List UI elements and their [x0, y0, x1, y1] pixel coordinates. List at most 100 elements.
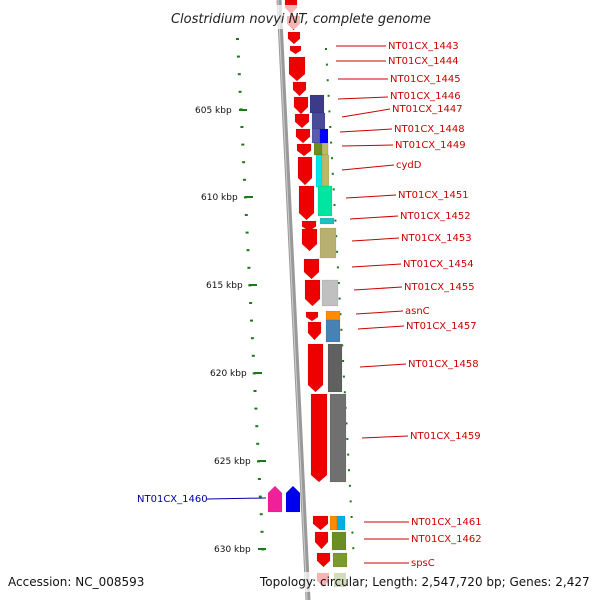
- scale-dot-right: [346, 438, 349, 440]
- scale-major-tick: [245, 196, 253, 198]
- gene-arrow[interactable]: [289, 45, 302, 55]
- scale-dot-right: [340, 328, 343, 331]
- gene-label-nt01cx-1451[interactable]: NT01CX_1451: [398, 190, 469, 201]
- cds-block[interactable]: [327, 343, 343, 393]
- gene-label-nt01cx-1447[interactable]: NT01CX_1447: [392, 104, 463, 115]
- cds-block[interactable]: [331, 531, 347, 551]
- cds-block[interactable]: [332, 552, 348, 568]
- scale-dot: [241, 143, 245, 146]
- gene-label-nt01cx-1444[interactable]: NT01CX_1444: [388, 56, 459, 67]
- cds-block[interactable]: [336, 515, 346, 531]
- gene-arrow[interactable]: [288, 56, 306, 82]
- cds-block[interactable]: [309, 94, 325, 114]
- gene-label-nt01cx-1461[interactable]: NT01CX_1461: [411, 517, 482, 528]
- cds-block[interactable]: [321, 142, 329, 156]
- gene-label-asnc[interactable]: asnC: [405, 306, 430, 317]
- gene-arrow[interactable]: [285, 485, 301, 513]
- scale-dot-right: [336, 266, 339, 269]
- cds-block[interactable]: [317, 185, 333, 217]
- gene-arrow[interactable]: [267, 485, 283, 513]
- gene-label-nt01cx-1458[interactable]: NT01CX_1458: [408, 359, 479, 370]
- gene-arrow[interactable]: [312, 515, 329, 531]
- scale-dot-right: [336, 250, 339, 253]
- gene-arrow[interactable]: [298, 185, 315, 221]
- scale-labels: 605 kbp 610 kbp 615 kbp 620 kbp 625 kbp …: [195, 106, 251, 555]
- cds-block[interactable]: [311, 128, 321, 144]
- scale-dot-right: [352, 547, 355, 550]
- gene-arrow[interactable]: [307, 343, 324, 393]
- gene-label-nt01cx-1457[interactable]: NT01CX_1457: [406, 321, 477, 332]
- genome-backbone: [276, 0, 311, 600]
- gene-arrow[interactable]: [301, 228, 318, 252]
- gene-arrow[interactable]: [292, 81, 307, 97]
- scale-label-610: 610 kbp: [201, 193, 238, 203]
- gene-label-nt01cx-1462[interactable]: NT01CX_1462: [411, 534, 482, 545]
- gene-arrow[interactable]: [304, 279, 321, 307]
- scale-dot-right: [349, 500, 352, 503]
- scale-dot: [250, 337, 254, 340]
- gene-arrow[interactable]: [301, 220, 317, 232]
- gene-label-nt01cx-1455[interactable]: NT01CX_1455: [404, 282, 475, 293]
- gene-label-nt01cx-1452[interactable]: NT01CX_1452: [400, 211, 471, 222]
- scale-dot: [257, 478, 261, 480]
- scale-dot: [238, 90, 242, 93]
- scale-dot-right: [325, 48, 327, 50]
- gene-label-nt01cx-1445[interactable]: NT01CX_1445: [390, 74, 461, 85]
- cds-block[interactable]: [325, 310, 341, 321]
- gene-arrow[interactable]: [314, 531, 329, 550]
- gene-arrow[interactable]: [294, 113, 310, 129]
- scale-dot-right: [330, 141, 333, 144]
- scale-major-tick: [258, 460, 266, 462]
- leader-line: [339, 128, 393, 133]
- gene-label-nt01cx-1446[interactable]: NT01CX_1446: [390, 91, 461, 102]
- cds-block[interactable]: [321, 279, 339, 307]
- cds-block[interactable]: [319, 227, 337, 259]
- gene-arrow[interactable]: [293, 96, 309, 115]
- scale-dot-right: [351, 531, 354, 534]
- scale-dot: [256, 442, 260, 445]
- gene-label-nt01cx-1443[interactable]: NT01CX_1443: [388, 41, 459, 52]
- scale-label-620: 620 kbp: [210, 369, 247, 379]
- cds-block[interactable]: [319, 128, 329, 144]
- leader-line-reverse: [206, 497, 267, 500]
- scale-label-630: 630 kbp: [214, 545, 251, 555]
- cds-block[interactable]: [311, 112, 326, 130]
- cds-block[interactable]: [321, 154, 330, 188]
- gene-label-cydd[interactable]: cydD: [396, 160, 422, 171]
- gene-arrow[interactable]: [297, 156, 313, 186]
- gene-arrow[interactable]: [295, 128, 311, 144]
- scale-dot: [255, 425, 259, 428]
- cds-block[interactable]: [329, 515, 338, 531]
- scale-dot-right: [342, 375, 345, 378]
- scale-dot-right: [331, 172, 334, 175]
- scale-dot-right: [328, 110, 331, 113]
- gene-label-spsc[interactable]: spsC: [411, 558, 435, 569]
- leader-line: [345, 194, 397, 199]
- gene-arrow[interactable]: [305, 311, 319, 322]
- cds-block[interactable]: [329, 393, 347, 483]
- gene-label-nt01cx-1448[interactable]: NT01CX_1448: [394, 124, 465, 135]
- scale-dot-right: [341, 344, 344, 347]
- cds-block[interactable]: [319, 217, 335, 225]
- leader-line: [359, 363, 407, 368]
- title-backdrop: [160, 5, 445, 29]
- gene-arrow[interactable]: [287, 31, 301, 45]
- scale-label-605: 605 kbp: [195, 106, 232, 116]
- scale-dot: [242, 161, 246, 164]
- gene-label-nt01cx-1454[interactable]: NT01CX_1454: [403, 259, 474, 270]
- gene-label-nt01cx-1460[interactable]: NT01CX_1460: [137, 494, 208, 505]
- scale-major-tick: [254, 372, 262, 374]
- scale-dot: [259, 513, 263, 516]
- gene-label-nt01cx-1449[interactable]: NT01CX_1449: [395, 140, 466, 151]
- scale-dot-right: [338, 297, 341, 300]
- gene-arrow[interactable]: [296, 143, 312, 157]
- cds-block[interactable]: [325, 319, 341, 343]
- gene-label-nt01cx-1453[interactable]: NT01CX_1453: [401, 233, 472, 244]
- gene-arrow[interactable]: [307, 321, 322, 341]
- gene-arrow[interactable]: [310, 393, 328, 483]
- leader-line: [341, 108, 391, 118]
- gene-arrow[interactable]: [316, 552, 331, 568]
- gene-arrow[interactable]: [303, 258, 320, 280]
- gene-label-nt01cx-1459[interactable]: NT01CX_1459: [410, 431, 481, 442]
